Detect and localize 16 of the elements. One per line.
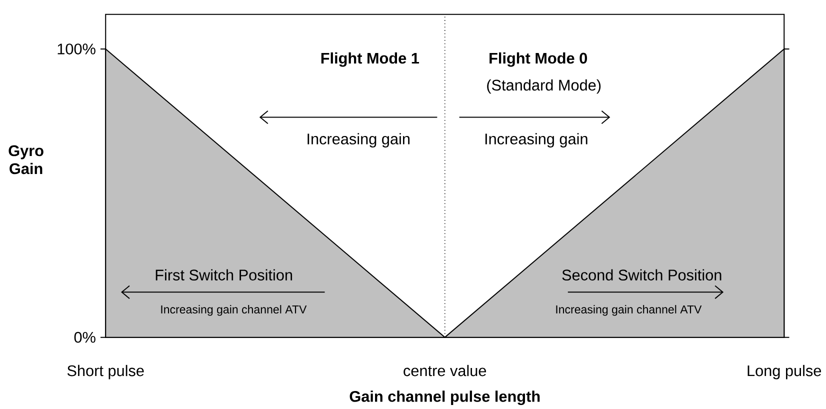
annotation: Increasing gain (308, 133, 410, 148)
x-tick-label: centre value (404, 364, 486, 376)
x-tick-label: Long pulse (748, 364, 822, 380)
x-tick-label: Short pulse (67, 364, 144, 380)
y-tick-label: 100% (58, 43, 96, 54)
annotation: First Switch Position (156, 269, 292, 280)
x-axis-title: Gain channel pulse length (350, 390, 540, 405)
y-axis-title: Gyro Gain (8, 145, 44, 174)
annotation: Flight Mode 1 (321, 52, 420, 67)
annotation: Increasing gain channel ATV (161, 304, 307, 316)
y-tick-label: 0% (74, 332, 96, 343)
annotation: Second Switch Position (562, 269, 722, 280)
annotation: Increasing gain channel ATV (556, 304, 702, 316)
annotation: Flight Mode 0 (490, 52, 588, 67)
annotation: Increasing gain (485, 133, 588, 148)
annotation: (Standard Mode) (487, 79, 601, 94)
